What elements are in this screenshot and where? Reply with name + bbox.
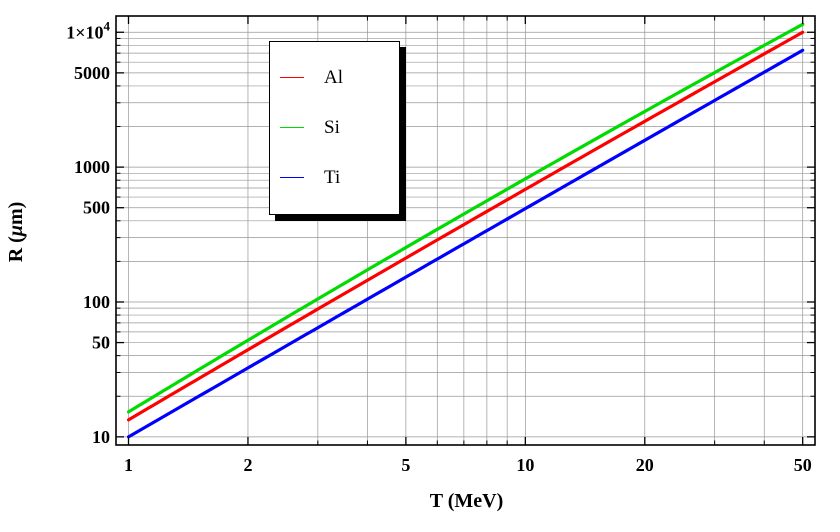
y-tick-label: 100 <box>83 292 110 312</box>
y-axis-label: R (μm) <box>5 202 27 263</box>
y-tick-label: 1000 <box>74 157 110 177</box>
x-tick-label: 20 <box>636 455 654 475</box>
tick-marks <box>116 16 815 445</box>
series-line-Ti <box>126 48 805 439</box>
x-tick-label: 2 <box>243 455 252 475</box>
legend-box: Al Si Ti <box>269 41 400 215</box>
x-tick-label: 10 <box>516 455 534 475</box>
legend-item-Si: Si <box>270 118 399 137</box>
series-line-Si <box>126 22 805 414</box>
legend-item-label: Al <box>324 66 343 88</box>
plot-frame <box>115 15 816 446</box>
x-axis-label: T (MeV) <box>430 490 504 512</box>
x-tick-label: 1 <box>124 455 133 475</box>
legend-line-sample <box>280 126 304 128</box>
y-tick-label: 10 <box>92 427 110 447</box>
legend-line-sample <box>280 176 304 178</box>
legend-line-sample <box>280 76 304 78</box>
legend-item-Al: Al <box>270 68 399 87</box>
legend-item-label: Si <box>324 116 340 138</box>
legend-item-label: Ti <box>324 166 341 188</box>
y-tick-label: 5000 <box>74 63 110 83</box>
y-tick-label: 500 <box>83 198 110 218</box>
y-tick-label: 1×104 <box>66 18 110 42</box>
x-tick-label: 50 <box>794 455 812 475</box>
y-tick-label: 50 <box>92 333 110 353</box>
series-curves <box>126 22 805 439</box>
x-tick-label: 5 <box>401 455 410 475</box>
series-line-Al <box>126 30 805 422</box>
legend-item-Ti: Ti <box>270 168 399 187</box>
gridlines <box>116 16 815 445</box>
